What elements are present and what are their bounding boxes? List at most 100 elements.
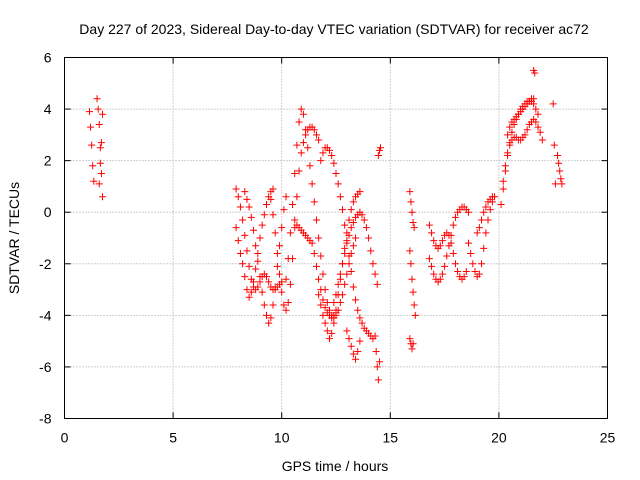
data-point-marker — [278, 224, 286, 232]
data-point-marker — [299, 139, 307, 147]
data-point-marker — [506, 123, 514, 131]
data-point-marker — [247, 288, 255, 296]
data-point-marker — [371, 270, 379, 278]
data-point-marker — [291, 216, 299, 224]
data-point-marker — [328, 151, 336, 159]
data-point-marker — [332, 306, 340, 314]
data-point-marker — [345, 231, 353, 239]
data-point-marker — [345, 252, 353, 260]
data-point-marker — [409, 219, 417, 227]
data-point-marker — [236, 203, 244, 211]
data-point-marker — [343, 327, 351, 335]
data-point-marker — [321, 319, 329, 327]
plot-frame — [64, 57, 608, 419]
data-point-marker — [328, 329, 336, 337]
data-point-marker — [555, 159, 563, 167]
data-point-marker — [356, 314, 364, 322]
data-point-marker — [293, 141, 301, 149]
data-point-marker — [356, 337, 364, 345]
data-point-marker — [87, 123, 95, 131]
data-point-marker — [521, 131, 529, 139]
data-point-marker — [278, 278, 286, 286]
data-point-marker — [315, 136, 323, 144]
data-point-marker — [438, 270, 446, 278]
x-tick-label: 0 — [61, 430, 69, 446]
data-point-marker — [358, 211, 366, 219]
data-point-marker — [409, 340, 417, 348]
data-point-marker — [282, 275, 290, 283]
data-point-marker — [232, 224, 240, 232]
data-point-marker — [256, 273, 264, 281]
data-point-marker — [478, 216, 486, 224]
data-point-marker — [245, 293, 253, 301]
data-point-marker — [349, 198, 357, 206]
data-point-marker — [482, 203, 490, 211]
data-point-marker — [436, 242, 444, 250]
data-point-marker — [460, 273, 468, 281]
x-tick-label: 10 — [274, 430, 290, 446]
data-point-marker — [445, 231, 453, 239]
data-point-marker — [372, 347, 380, 355]
data-point-marker — [451, 260, 459, 268]
data-point-marker — [265, 278, 273, 286]
data-point-marker — [315, 234, 323, 242]
y-tick-label: 6 — [44, 50, 52, 66]
data-point-marker — [254, 249, 262, 257]
data-point-marker — [369, 260, 377, 268]
data-point-marker — [362, 224, 370, 232]
data-point-marker — [373, 280, 381, 288]
data-point-marker — [271, 229, 279, 237]
data-point-marker — [330, 159, 338, 167]
data-point-marker — [356, 188, 364, 196]
data-point-marker — [349, 350, 357, 358]
axis-ticks: 0 5 10 15 20 25 -8 -6 -4 -2 0 2 4 6 — [39, 50, 615, 446]
data-point-marker — [286, 280, 294, 288]
data-point-marker — [258, 221, 266, 229]
x-axis-label: GPS time / hours — [282, 458, 389, 474]
data-point-marker — [269, 211, 277, 219]
data-point-marker — [347, 206, 355, 214]
data-point-marker — [254, 283, 262, 291]
data-point-marker — [352, 355, 360, 363]
data-point-marker — [408, 208, 416, 216]
data-point-marker — [297, 105, 305, 113]
data-point-marker — [282, 306, 290, 314]
data-point-marker — [97, 170, 105, 178]
data-point-marker — [532, 105, 540, 113]
data-point-marker — [323, 327, 331, 335]
data-point-marker — [295, 118, 303, 126]
data-point-marker — [438, 237, 446, 245]
data-point-marker — [358, 319, 366, 327]
data-point-marker — [90, 177, 98, 185]
data-point-marker — [269, 301, 277, 309]
data-point-marker — [260, 301, 268, 309]
data-point-marker — [347, 224, 355, 232]
data-point-marker — [265, 319, 273, 327]
data-point-marker — [365, 234, 373, 242]
data-point-marker — [234, 237, 242, 245]
data-point-marker — [284, 298, 292, 306]
data-point-marker — [341, 221, 349, 229]
data-point-marker — [323, 298, 331, 306]
data-point-marker — [286, 229, 294, 237]
data-point-marker — [430, 237, 438, 245]
data-point-marker — [374, 151, 382, 159]
data-point-marker — [409, 288, 417, 296]
data-point-marker — [256, 234, 264, 242]
y-tick-label: -8 — [39, 411, 52, 427]
data-point-marker — [336, 298, 344, 306]
data-point-marker — [317, 252, 325, 260]
data-point-marker — [410, 224, 418, 232]
data-point-marker — [411, 311, 419, 319]
data-point-marker — [454, 268, 462, 276]
data-point-marker — [371, 332, 379, 340]
data-point-marker — [488, 193, 496, 201]
data-point-marker — [352, 234, 360, 242]
data-point-marker — [347, 268, 355, 276]
grid-lines — [64, 57, 608, 419]
data-point-marker — [428, 229, 436, 237]
data-point-marker — [557, 175, 565, 183]
data-point-marker — [276, 242, 284, 250]
data-point-marker — [99, 193, 107, 201]
data-point-marker — [406, 247, 414, 255]
